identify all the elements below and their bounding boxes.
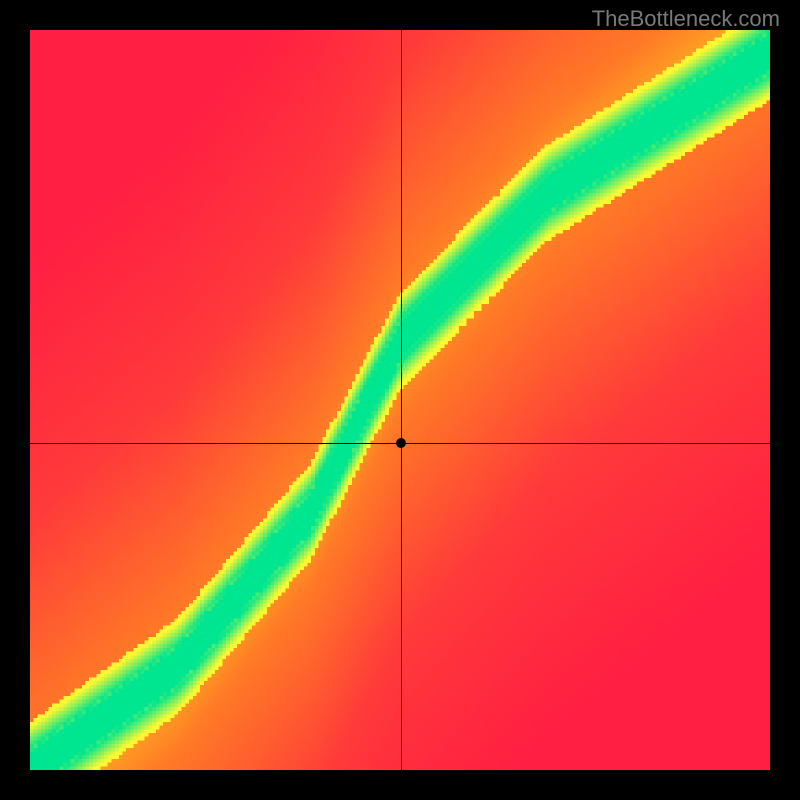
crosshair-vertical — [401, 30, 402, 770]
heatmap-canvas — [30, 30, 770, 770]
crosshair-dot — [396, 438, 406, 448]
watermark-text: TheBottleneck.com — [592, 6, 780, 32]
plot-area — [30, 30, 770, 770]
